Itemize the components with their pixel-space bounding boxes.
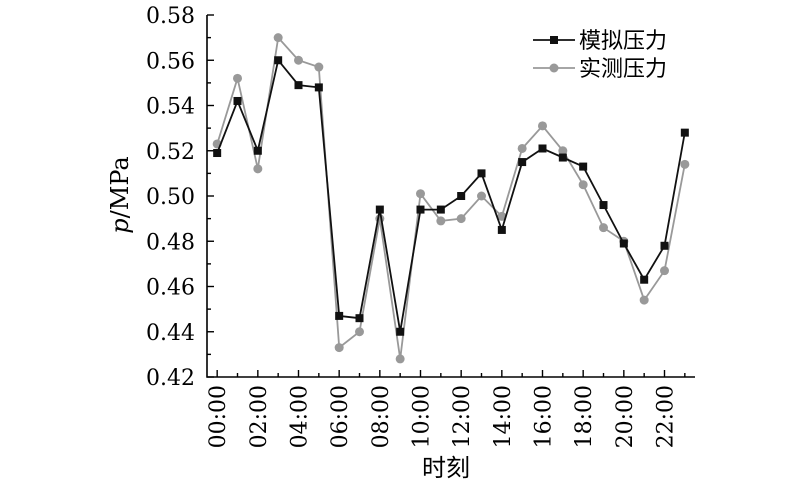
y-axis-title-unit: /MPa: [106, 156, 134, 218]
data-point-circle: [477, 191, 486, 201]
x-tick-label: 22:00: [654, 385, 679, 448]
y-tick-label: 0.46: [146, 276, 195, 301]
series-square: [213, 56, 689, 336]
y-tick-label: 0.54: [146, 95, 195, 120]
x-tick-label: 12:00: [450, 385, 475, 448]
data-point-circle: [680, 159, 690, 169]
data-point-square: [497, 225, 506, 234]
y-tick-label: 0.42: [146, 366, 195, 391]
data-point-circle: [273, 33, 283, 43]
y-tick-label: 0.52: [146, 140, 195, 165]
x-tick-label: 20:00: [613, 385, 638, 448]
data-point-circle: [395, 354, 405, 364]
x-tick-label: 04:00: [288, 385, 313, 448]
y-axis-title: p/MPa: [106, 156, 134, 233]
y-tick-label: 0.58: [146, 4, 195, 29]
x-axis-title: 时刻: [422, 454, 470, 482]
series-layer: [212, 33, 690, 364]
axis-lines: [206, 15, 695, 378]
data-point-circle: [314, 62, 324, 72]
x-tick-label: 10:00: [410, 385, 435, 448]
data-point-square: [680, 128, 689, 137]
data-point-square: [579, 162, 588, 171]
x-tick-label: 18:00: [572, 385, 597, 448]
data-point-square: [518, 158, 527, 167]
data-point-square: [660, 241, 669, 250]
x-tick-label: 00:00: [206, 385, 231, 448]
data-point-square: [355, 314, 364, 323]
data-point-circle: [578, 180, 588, 190]
x-tick-label: 14:00: [491, 385, 516, 448]
data-point-circle: [517, 143, 527, 153]
data-point-circle: [639, 295, 649, 305]
data-point-square: [538, 144, 547, 153]
data-point-square: [436, 205, 445, 214]
data-point-circle: [456, 214, 466, 224]
x-tick-label: 08:00: [369, 385, 394, 448]
data-point-circle: [599, 223, 608, 233]
y-tick-label: 0.48: [146, 230, 195, 255]
data-point-square: [314, 83, 323, 92]
legend-marker-circle: [549, 63, 559, 73]
data-point-circle: [660, 266, 669, 276]
data-point-square: [396, 327, 405, 336]
series-line: [216, 35, 686, 360]
data-point-square: [253, 146, 262, 155]
x-tick-label: 06:00: [328, 385, 353, 448]
data-point-square: [375, 205, 384, 214]
data-point-square: [599, 201, 608, 210]
data-point-circle: [233, 73, 242, 83]
data-point-circle: [355, 327, 364, 337]
y-tick-label: 0.56: [146, 49, 195, 74]
data-point-square: [640, 275, 649, 284]
data-point-square: [416, 205, 425, 214]
data-point-square: [294, 81, 303, 90]
data-point-circle: [538, 121, 547, 131]
data-point-square: [477, 169, 486, 178]
data-point-circle: [436, 216, 446, 226]
data-point-square: [233, 96, 242, 105]
legend-item: 实测压力: [533, 57, 667, 82]
x-axis-ticks: 00:00 02:00 04:00 06:00 08:00 10:00 12:00 14:00…: [206, 370, 686, 448]
data-point-square: [335, 311, 344, 320]
data-point-square: [558, 153, 567, 162]
data-point-square: [274, 56, 283, 65]
data-point-square: [213, 149, 222, 158]
data-point-square: [457, 192, 466, 200]
legend-label: 模拟压力: [579, 29, 667, 54]
data-point-circle: [334, 343, 344, 353]
legend-item: 模拟压力: [533, 29, 667, 54]
y-tick-label: 0.44: [146, 321, 195, 346]
series-line: [216, 58, 686, 332]
data-point-square: [619, 239, 628, 248]
series-circle: [212, 33, 690, 364]
x-tick-label: 16:00: [532, 385, 557, 448]
legend-label: 实测压力: [579, 57, 667, 82]
y-axis-title-symbol: p: [106, 218, 134, 233]
data-point-circle: [294, 55, 303, 65]
data-point-circle: [416, 189, 425, 199]
data-point-circle: [253, 164, 263, 174]
data-point-circle: [558, 146, 568, 156]
legend-marker-square: [550, 36, 558, 44]
x-tick-label: 02:00: [247, 385, 272, 448]
y-axis-ticks: 0.42 0.44 0.46 0.48 0.50 0.52 0.54 0.56 0.58: [146, 4, 214, 391]
y-tick-label: 0.50: [146, 185, 195, 210]
data-point-circle: [497, 211, 507, 221]
